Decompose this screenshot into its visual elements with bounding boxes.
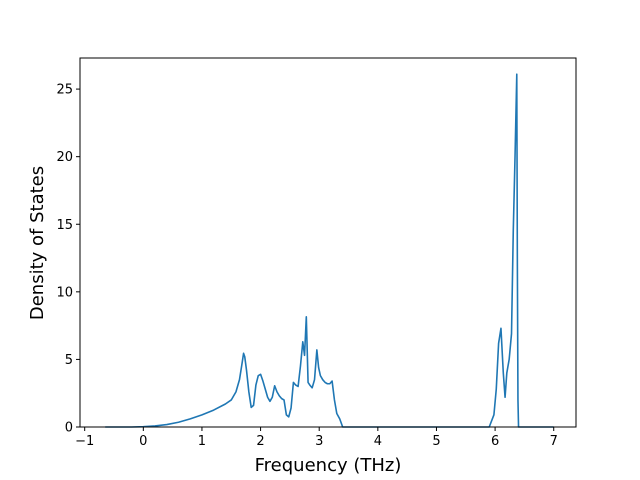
y-tick-label: 25 xyxy=(56,83,73,98)
x-tick-label: 4 xyxy=(374,434,382,449)
dos-line-0 xyxy=(105,73,554,428)
y-tick-label: 15 xyxy=(56,218,73,233)
x-tick-label: −1 xyxy=(75,434,94,449)
y-tick-label: 5 xyxy=(65,353,73,368)
x-tick-label: 6 xyxy=(491,434,499,449)
x-tick-label: 3 xyxy=(315,434,323,449)
y-axis-label: Density of States xyxy=(27,166,48,320)
y-tick-label: 20 xyxy=(56,150,73,165)
y-tick-label: 10 xyxy=(56,285,73,300)
x-tick-label: 7 xyxy=(550,434,558,449)
x-tick-label: 1 xyxy=(198,434,206,449)
x-tick-label: 0 xyxy=(139,434,147,449)
x-tick-label: 5 xyxy=(432,434,440,449)
x-tick-label: 2 xyxy=(256,434,264,449)
plot-frame xyxy=(79,57,577,428)
x-axis-label: Frequency (THz) xyxy=(255,455,402,476)
y-tick-label: 0 xyxy=(65,421,73,436)
plot-area xyxy=(79,57,577,428)
